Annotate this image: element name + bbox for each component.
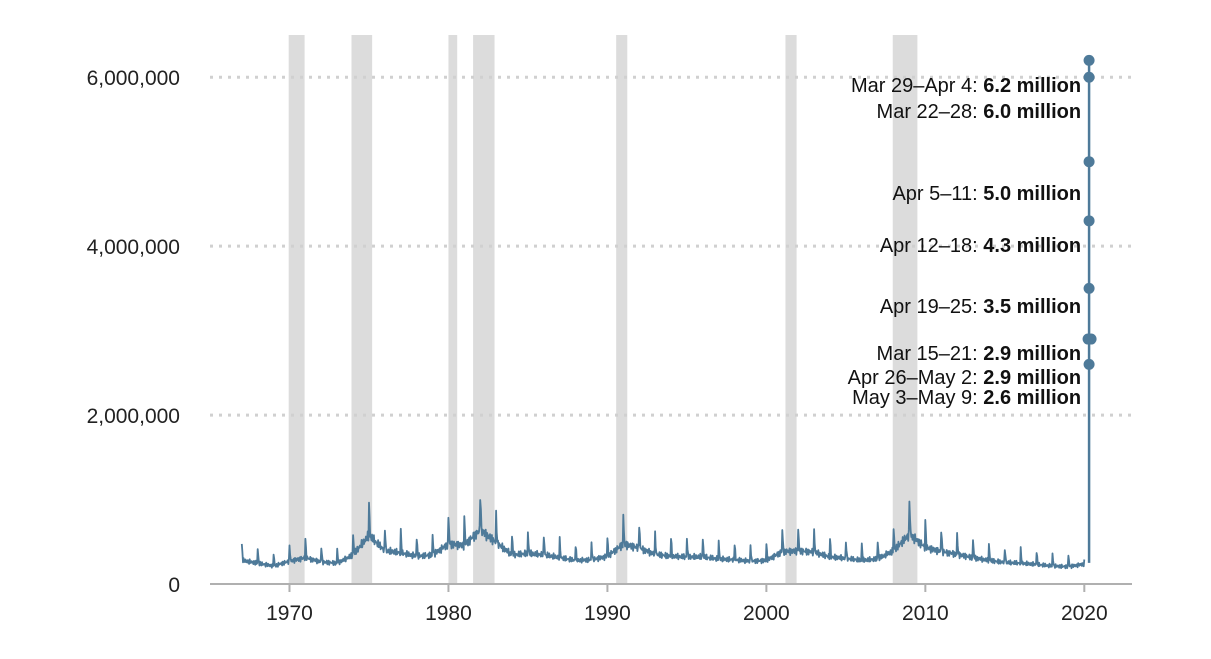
y-tick-label: 0 [168, 574, 180, 597]
recession-band [892, 35, 918, 584]
highlight-point [1083, 156, 1095, 168]
recession-bands [288, 35, 918, 584]
highlight-point [1083, 54, 1095, 66]
annotation-value: 4.3 million [983, 235, 1081, 257]
recession-band [448, 35, 458, 584]
point-annotation: May 3–May 9: 2.6 million [852, 387, 1081, 409]
annotation-date: Apr 19–25: [880, 296, 983, 318]
point-annotation: Apr 12–18: 4.3 million [880, 235, 1081, 257]
highlight-point [1083, 282, 1095, 294]
highlight-point [1083, 358, 1095, 370]
recession-band [473, 35, 495, 584]
annotation-value: 5.0 million [983, 183, 1081, 205]
series-lines [240, 60, 1091, 570]
x-tick-label: 1980 [425, 602, 472, 625]
annotation-value: 3.5 million [983, 296, 1081, 318]
annotation-value: 2.6 million [983, 387, 1081, 409]
gridlines [210, 75, 1132, 417]
annotation-value: 6.2 million [983, 75, 1081, 97]
annotation-date: Mar 29–Apr 4: [851, 75, 983, 97]
point-annotation: Apr 19–25: 3.5 million [880, 296, 1081, 318]
annotation-value: 2.9 million [983, 367, 1081, 389]
x-tick-label: 1990 [584, 602, 631, 625]
point-annotation: Apr 26–May 2: 2.9 million [848, 367, 1081, 389]
annotation-date: Apr 12–18: [880, 235, 983, 257]
highlight-point [1083, 215, 1095, 227]
axes: 0 2,000,000 4,000,000 6,000,000 1970 1980 1990… [87, 67, 1132, 625]
claims-series-line [240, 499, 1086, 570]
annotation-date: Apr 5–11: [892, 183, 983, 205]
recession-band [616, 35, 628, 584]
x-tick-label: 2010 [902, 602, 949, 625]
point-annotation: Mar 15–21: 2.9 million [877, 343, 1082, 365]
recession-band [288, 35, 305, 584]
annotation-date: May 3–May 9: [852, 387, 983, 409]
annotation-date: Mar 15–21: [877, 343, 984, 365]
point-annotation: Mar 29–Apr 4: 6.2 million [851, 75, 1081, 97]
highlight-point [1083, 71, 1095, 83]
highlight-point [1085, 333, 1097, 345]
annotations: Mar 15–21: 2.9 million Mar 22–28: 6.0 mil… [848, 75, 1081, 409]
highlight-points [1082, 54, 1097, 370]
point-annotation: Mar 22–28: 6.0 million [877, 101, 1082, 123]
recession-band [351, 35, 373, 584]
x-tick-label: 2000 [743, 602, 790, 625]
x-tick-label: 1970 [266, 602, 313, 625]
recession-band [785, 35, 797, 584]
point-annotation: Apr 5–11: 5.0 million [892, 183, 1081, 205]
annotation-value: 2.9 million [983, 343, 1081, 365]
y-tick-label: 4,000,000 [87, 236, 180, 259]
annotation-date: Apr 26–May 2: [848, 367, 984, 389]
annotation-value: 6.0 million [983, 101, 1081, 123]
x-tick-label: 2020 [1061, 602, 1108, 625]
y-tick-label: 6,000,000 [87, 67, 180, 90]
y-tick-label: 2,000,000 [87, 405, 180, 428]
annotation-date: Mar 22–28: [877, 101, 984, 123]
